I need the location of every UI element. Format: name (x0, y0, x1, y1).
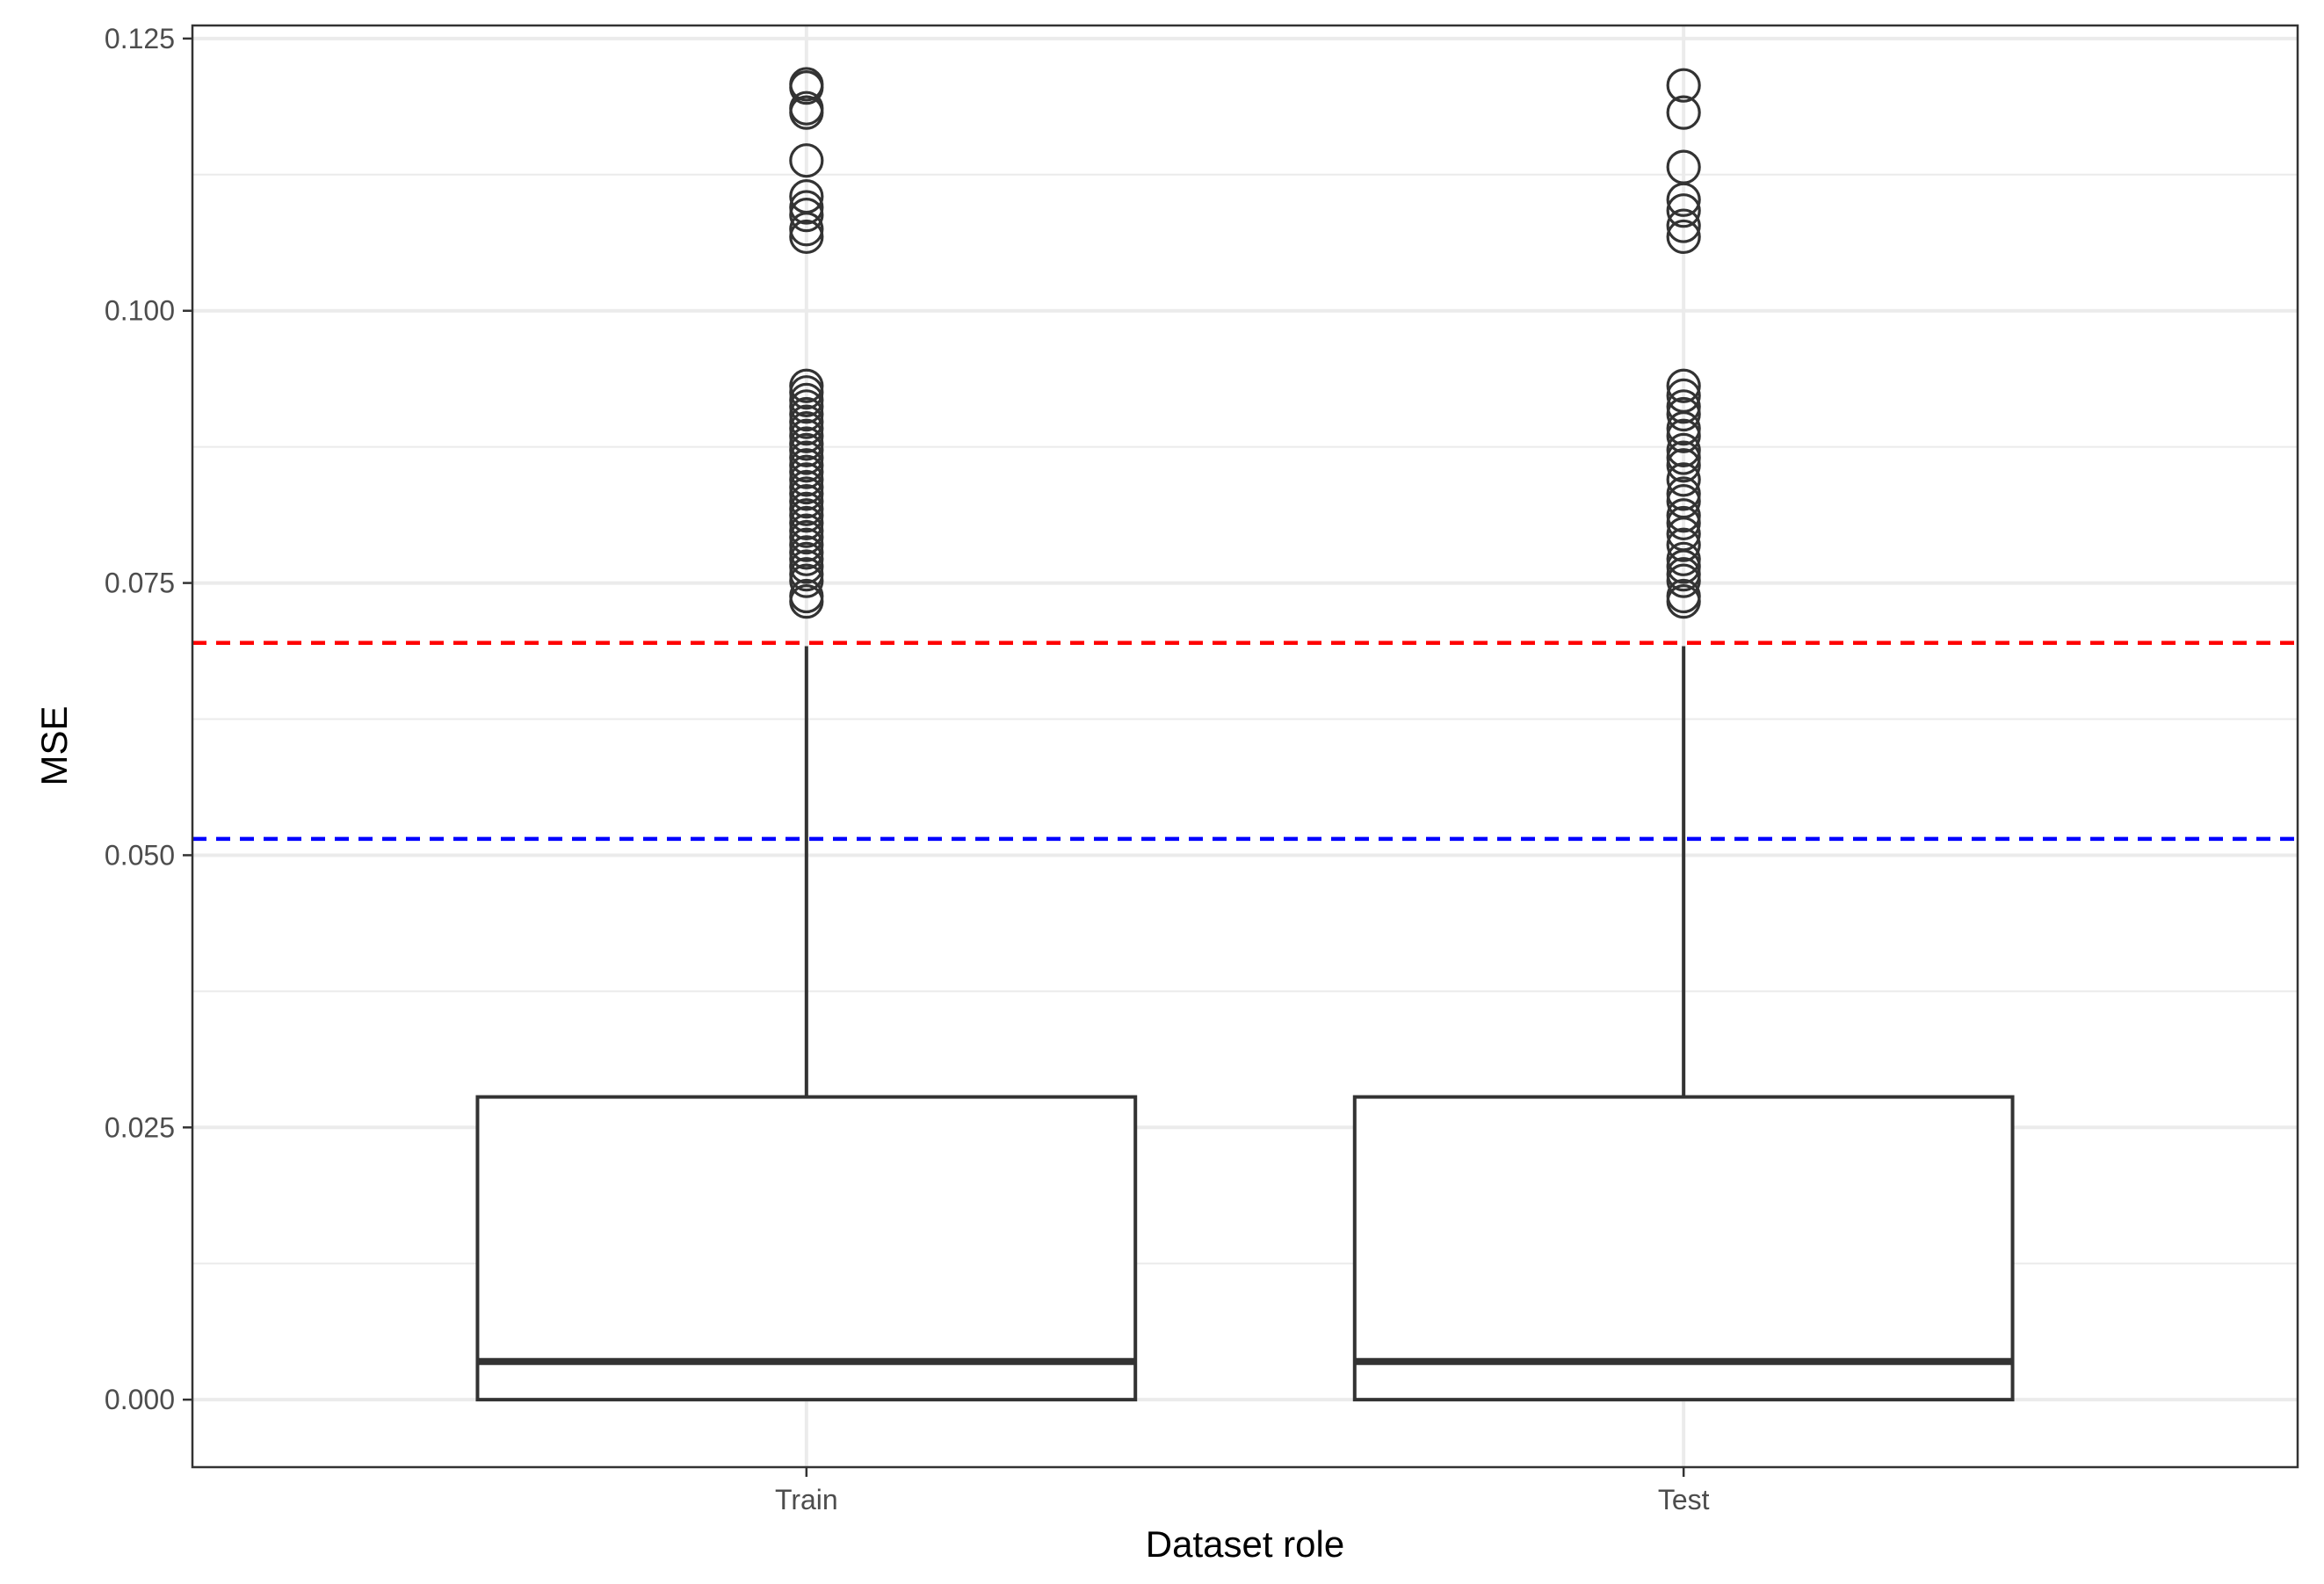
outlier-point (789, 440, 824, 475)
outlier-point (789, 219, 824, 255)
reference-lines (192, 640, 2298, 842)
outlier-point (789, 484, 824, 519)
outlier-point (1666, 208, 1701, 243)
outlier-point (789, 469, 824, 505)
y-tick-label: 0.050 (105, 839, 175, 871)
outlier-point (1666, 432, 1701, 467)
outlier-point (1666, 527, 1701, 562)
outlier-point (1666, 396, 1701, 432)
outlier-point (789, 198, 824, 233)
outlier-point (789, 404, 824, 439)
outlier-point (789, 382, 824, 417)
box-test (1352, 68, 2015, 1402)
outlier-point (1666, 484, 1701, 519)
axes: 0.000 0.025 0.050 0.075 0.100 0.125 Train Test (105, 23, 1710, 1515)
outlier-point (1666, 378, 1701, 414)
outlier-point (789, 368, 824, 403)
outlier-point (789, 418, 824, 453)
outlier-point (1666, 498, 1701, 533)
box-iqr (1352, 1095, 2015, 1402)
panel-border (191, 24, 2299, 1469)
outlier-point (789, 513, 824, 548)
outlier-point (1666, 541, 1701, 576)
outlier-point (789, 505, 824, 541)
outlier-point (789, 557, 824, 592)
outlier-point (1666, 418, 1701, 453)
outlier-point (1666, 578, 1701, 614)
outlier-point (1666, 95, 1701, 130)
outlier-point (789, 535, 824, 570)
outlier-point (1666, 557, 1701, 592)
y-tick-label: 0.025 (105, 1111, 175, 1143)
outlier-point (789, 462, 824, 497)
outlier-point (789, 448, 824, 483)
outlier-point (1666, 368, 1701, 403)
y-tick-label: 0.000 (105, 1384, 175, 1415)
outlier-point (1666, 149, 1701, 184)
box-train (475, 67, 1138, 1402)
y-tick-label: 0.125 (105, 23, 175, 54)
outlier-point (1666, 219, 1701, 255)
x-axis-title: Dataset role (1146, 1523, 1344, 1565)
outlier-point (1666, 476, 1701, 511)
outlier-point (1666, 440, 1701, 475)
outlier-point (1666, 448, 1701, 483)
outlier-point (789, 178, 824, 214)
outlier-point (789, 527, 824, 562)
outlier-point (789, 67, 824, 102)
x-tick-label: Test (1658, 1484, 1710, 1515)
outlier-point (1666, 193, 1701, 228)
outlier-point (789, 549, 824, 584)
outlier-point (789, 396, 824, 432)
y-tick-label: 0.100 (105, 295, 175, 327)
outlier-point (789, 143, 824, 178)
outlier-point (1666, 68, 1701, 103)
x-tick-label: Train (775, 1484, 838, 1515)
outlier-point (1666, 505, 1701, 541)
outlier-point (1666, 462, 1701, 497)
box-plots (475, 67, 2015, 1402)
outlier-point (789, 578, 824, 614)
box-iqr (475, 1095, 1138, 1402)
outlier-point (789, 491, 824, 526)
outlier-point (789, 90, 824, 126)
outlier-point (789, 190, 824, 225)
outlier-point (1666, 389, 1701, 424)
y-axis-title: MSE (33, 705, 75, 785)
outlier-point (789, 426, 824, 461)
y-tick-label: 0.075 (105, 568, 175, 599)
